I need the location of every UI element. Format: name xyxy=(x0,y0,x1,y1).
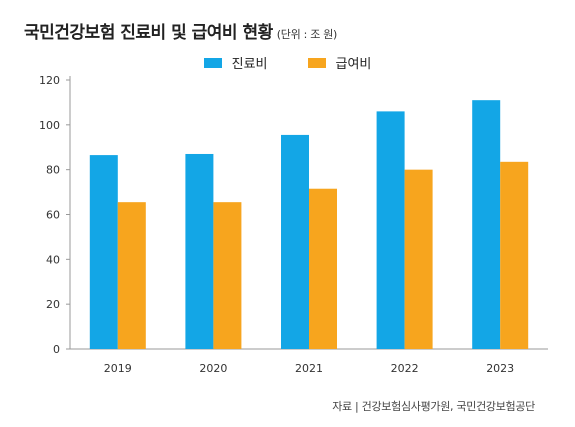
x-tick-label: 2023 xyxy=(486,362,514,375)
unit-label: (단위 : 조 원) xyxy=(276,28,338,41)
bar-series1 xyxy=(89,155,118,349)
x-tick-label: 2021 xyxy=(295,362,323,375)
bar-series1 xyxy=(185,153,214,349)
legend-item-series2: 급여비 xyxy=(307,53,372,72)
legend-label-series2: 급여비 xyxy=(335,57,372,72)
chart-title: 국민건강보험 진료비 및 급여비 현황 xyxy=(24,23,273,43)
bar-series1 xyxy=(281,134,309,349)
source-note: 자료 | 건강보험심사평가원, 국민건강보험공단 xyxy=(332,400,535,413)
legend-item-series1: 진료비 xyxy=(203,53,268,72)
bar-series2 xyxy=(213,202,242,349)
legend-swatch-series1 xyxy=(203,57,222,68)
y-tick-label: 0 xyxy=(53,343,60,356)
y-tick-label: 60 xyxy=(46,209,60,222)
y-tick-label: 20 xyxy=(46,298,60,311)
x-tick-label: 2020 xyxy=(199,362,227,375)
legend-label-series1: 진료비 xyxy=(231,57,268,72)
bar-series2 xyxy=(117,202,146,349)
y-tick-label: 120 xyxy=(39,74,60,87)
bar-series2 xyxy=(309,188,337,349)
bar-series2 xyxy=(500,161,529,349)
x-tick-label: 2022 xyxy=(391,362,419,375)
bar-series2 xyxy=(404,169,433,349)
legend-swatch-series2 xyxy=(307,57,326,68)
y-tick-label: 100 xyxy=(39,119,60,132)
x-tick-label: 2019 xyxy=(104,362,132,375)
y-tick-label: 80 xyxy=(46,164,60,177)
bar-series1 xyxy=(376,111,405,349)
bar-series1 xyxy=(472,100,501,349)
chart-title-row: 국민건강보험 진료비 및 급여비 현황 (단위 : 조 원) xyxy=(24,18,337,43)
y-tick-label: 40 xyxy=(46,253,60,266)
legend: 진료비 급여비 xyxy=(0,53,575,72)
